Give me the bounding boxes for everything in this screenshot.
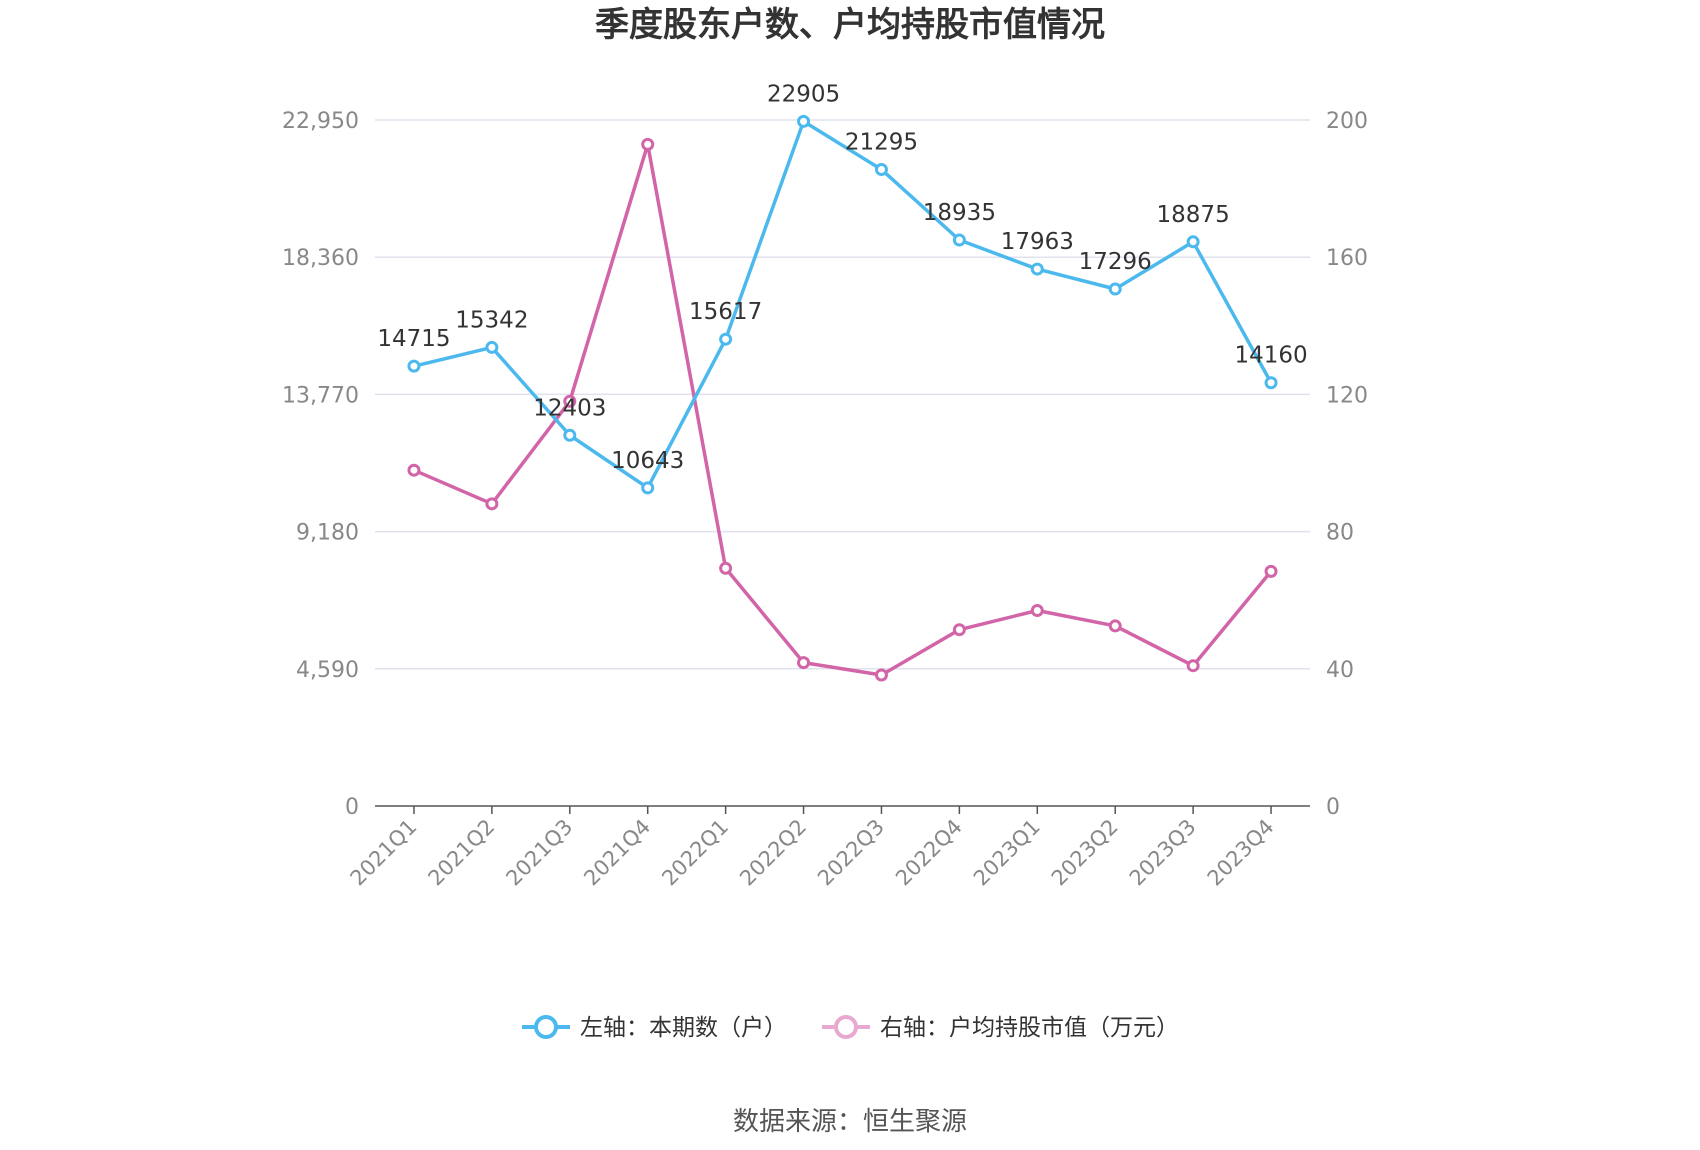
series-point-right — [952, 623, 966, 637]
right-axis-ticks: 0 40 80 120 160 200 — [1326, 109, 1368, 820]
x-axis-tick-label: 2021Q2 — [424, 815, 500, 891]
series-point-right — [641, 137, 655, 151]
x-axis-tick-label: 2023Q1 — [969, 815, 1045, 891]
legend-right-series-label: 右轴：户均持股市值（万元） — [880, 1015, 1179, 1041]
series-point-left — [1030, 262, 1044, 276]
x-axis: 2021Q1 2021Q2 2021Q3 2021Q4 2022Q1 2022Q2 2022… — [346, 805, 1310, 891]
data-label: 17296 — [1079, 249, 1152, 275]
right-axis-tick-label: 120 — [1326, 383, 1368, 408]
x-axis-tick-label: 2021Q1 — [346, 815, 422, 891]
x-axis-tick-label: 2021Q3 — [501, 815, 577, 891]
legend-left-series-marker — [534, 1015, 558, 1039]
right-axis-tick-label: 200 — [1326, 109, 1368, 134]
series-point-right — [1186, 659, 1200, 673]
left-axis-tick-label: 9,180 — [296, 521, 359, 546]
data-label: 14160 — [1234, 343, 1307, 369]
series-point-right — [719, 561, 733, 575]
series-point-left — [797, 114, 811, 128]
series-point-right — [874, 668, 888, 682]
series-point-right — [1264, 564, 1278, 578]
series-point-right — [1030, 603, 1044, 617]
data-label: 21295 — [845, 129, 918, 155]
data-label: 18875 — [1157, 202, 1230, 228]
right-axis-tick-label: 40 — [1326, 658, 1354, 683]
legend-right-series-marker — [834, 1015, 858, 1039]
series-point-right — [797, 656, 811, 670]
legend-item-right-series[interactable]: 右轴：户均持股市值（万元） — [822, 1015, 1179, 1041]
grid-lines — [375, 119, 1310, 670]
series-point-right — [485, 497, 499, 511]
series-layer — [407, 114, 1278, 682]
x-axis-tick-label: 2022Q1 — [657, 815, 733, 891]
x-axis-tick-label: 2021Q4 — [579, 815, 655, 891]
right-axis-tick-label: 0 — [1326, 795, 1340, 820]
x-axis-tick-label: 2023Q4 — [1203, 815, 1279, 891]
data-label: 12403 — [533, 395, 606, 421]
legend: 左轴：本期数（户） 右轴：户均持股市值（万元） — [522, 1015, 1179, 1041]
data-label: 10643 — [611, 448, 684, 474]
data-label: 17963 — [1001, 229, 1074, 255]
chart-title: 季度股东户数、户均持股市值情况 — [595, 5, 1105, 45]
series-point-left — [563, 428, 577, 442]
left-axis-tick-label: 22,950 — [282, 109, 359, 134]
right-axis-tick-label: 160 — [1326, 246, 1368, 271]
series-point-left — [1264, 376, 1278, 390]
data-label: 22905 — [767, 81, 840, 107]
legend-item-left-series[interactable]: 左轴：本期数（户） — [522, 1015, 787, 1041]
series-point-left — [641, 481, 655, 495]
series-point-left — [1108, 282, 1122, 296]
source-text: 数据来源：恒生聚源 — [733, 1107, 967, 1137]
series-point-right — [1108, 619, 1122, 633]
series-point-left — [952, 233, 966, 247]
series-point-left — [407, 359, 421, 373]
series-line-left — [413, 119, 1273, 490]
series-point-left — [719, 332, 733, 346]
left-axis-tick-label: 4,590 — [296, 658, 359, 683]
x-axis-tick-label: 2022Q3 — [813, 815, 889, 891]
data-label: 14715 — [377, 326, 450, 352]
data-label: 15342 — [455, 307, 528, 333]
right-axis-tick-label: 80 — [1326, 521, 1354, 546]
series-point-left — [1186, 235, 1200, 249]
series-point-left — [874, 162, 888, 176]
series-point-right — [407, 463, 421, 477]
x-axis-tick-label: 2023Q2 — [1047, 815, 1123, 891]
data-label: 15617 — [689, 299, 762, 325]
left-axis-tick-label: 13,770 — [282, 383, 359, 408]
x-axis-tick-label: 2023Q3 — [1125, 815, 1201, 891]
series-point-left — [485, 340, 499, 354]
data-label: 18935 — [923, 200, 996, 226]
left-axis-ticks: 0 4,590 9,180 13,770 18,360 22,950 — [282, 109, 359, 820]
x-axis-tick-label: 2022Q4 — [891, 815, 967, 891]
left-axis-tick-label: 0 — [345, 795, 359, 820]
left-axis-tick-label: 18,360 — [282, 246, 359, 271]
legend-left-series-label: 左轴：本期数（户） — [580, 1015, 787, 1041]
series-point-right — [563, 394, 577, 408]
x-axis-tick-label: 2022Q2 — [735, 815, 811, 891]
